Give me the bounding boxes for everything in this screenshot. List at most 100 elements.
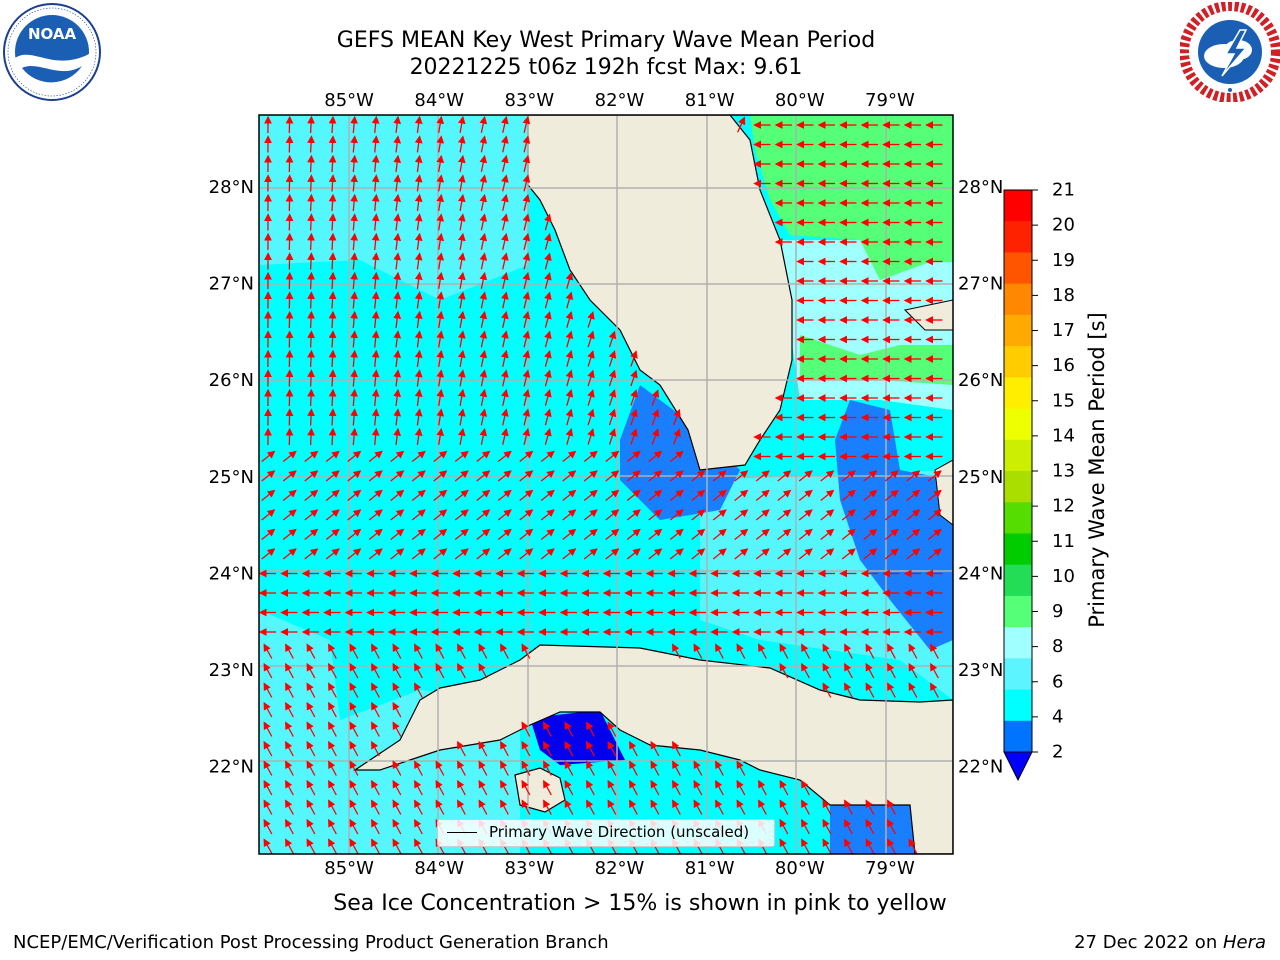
wave-direction-arrow	[371, 135, 380, 153]
wave-direction-arrow	[350, 154, 359, 173]
wave-direction-arrow	[565, 311, 574, 328]
wave-direction-arrow	[564, 740, 574, 757]
longitude-label-bottom: 83°W	[505, 858, 555, 879]
wave-direction-arrow	[392, 721, 402, 737]
wave-direction-arrow	[693, 779, 703, 796]
colorbar-swatch	[1004, 439, 1032, 472]
wave-direction-arrow	[479, 330, 488, 348]
wave-direction-arrow	[457, 662, 466, 679]
wave-direction-arrow	[497, 548, 512, 560]
wave-direction-arrow	[822, 799, 832, 815]
wave-direction-arrow	[798, 509, 813, 521]
wave-direction-arrow	[522, 252, 531, 270]
wave-direction-arrow	[435, 779, 445, 796]
longitude-label-top: 81°W	[685, 90, 735, 111]
wave-direction-arrow	[779, 662, 789, 679]
wave-direction-arrow	[479, 174, 488, 192]
wave-direction-arrow	[476, 450, 491, 463]
wave-direction-arrow	[328, 838, 337, 854]
wave-direction-arrow	[822, 682, 832, 698]
wave-direction-arrow	[927, 489, 942, 502]
colorbar-swatch	[1004, 283, 1032, 316]
wave-direction-arrow	[306, 643, 316, 659]
wave-direction-arrow	[282, 509, 297, 521]
wave-direction-arrow	[734, 470, 749, 482]
wave-direction-arrow	[822, 643, 832, 659]
wave-direction-arrow	[519, 470, 534, 482]
wave-direction-arrow	[282, 450, 297, 463]
wave-direction-arrow	[307, 193, 315, 212]
wave-direction-arrow	[755, 470, 770, 482]
wave-direction-arrow	[393, 369, 402, 387]
wave-direction-arrow	[371, 154, 380, 173]
wave-direction-arrow	[715, 779, 724, 796]
wave-direction-arrow	[906, 489, 921, 502]
wave-direction-arrow	[436, 310, 445, 329]
wave-direction-arrow	[411, 528, 426, 541]
colorbar-swatch	[1004, 221, 1032, 253]
wave-direction-arrow	[436, 271, 445, 290]
wave-direction-arrow	[414, 310, 423, 328]
wave-direction-arrow	[544, 272, 552, 289]
wave-direction-arrow	[393, 271, 402, 289]
wave-direction-arrow	[712, 548, 727, 560]
wave-direction-arrow	[411, 548, 426, 560]
wave-direction-arrow	[371, 838, 380, 854]
wave-direction-arrow	[392, 682, 402, 698]
wave-direction-arrow	[562, 509, 577, 521]
colorbar-tick-label: 11	[1052, 531, 1075, 552]
latitude-label-left: 24°N	[209, 563, 254, 584]
wave-direction-arrow	[583, 509, 598, 521]
wave-direction-arrow	[390, 548, 405, 560]
wave-direction-arrow	[519, 548, 534, 560]
wave-direction-arrow	[822, 818, 832, 835]
wave-direction-arrow	[371, 174, 380, 192]
wave-direction-arrow	[390, 489, 405, 502]
wave-direction-arrow	[691, 489, 706, 502]
wave-direction-arrow	[457, 135, 466, 153]
sea-ice-note: Sea Ice Concentration > 15% is shown in …	[333, 891, 947, 916]
wave-direction-arrow	[587, 330, 595, 348]
wave-direction-arrow	[863, 528, 878, 541]
wave-direction-arrow	[306, 721, 316, 737]
wave-direction-arrow	[371, 252, 380, 270]
wave-direction-arrow	[583, 489, 598, 502]
wave-direction-arrow	[562, 489, 577, 502]
wave-direction-arrow	[927, 470, 942, 482]
wave-direction-arrow	[328, 271, 337, 290]
longitude-label-bottom: 80°W	[775, 858, 825, 879]
sea-6-8s-region-sw	[259, 610, 520, 854]
wave-direction-arrow	[521, 799, 531, 815]
chart-subtitle: 20221225 t06z 192h fcst Max: 9.61	[409, 55, 803, 80]
wave-direction-arrow	[307, 115, 315, 134]
wave-direction-arrow	[433, 548, 448, 560]
wave-direction-arrow	[801, 779, 810, 796]
wave-direction-arrow	[522, 310, 531, 328]
wave-direction-arrow	[371, 291, 380, 309]
wave-direction-arrow	[544, 233, 552, 250]
wave-direction-arrow	[414, 154, 423, 172]
wave-direction-arrow	[672, 643, 681, 659]
wave-direction-arrow	[304, 528, 319, 541]
colorbar-tick-label: 13	[1052, 461, 1075, 482]
wave-direction-arrow	[328, 115, 337, 134]
wave-direction-arrow	[801, 799, 810, 815]
wave-direction-arrow	[285, 779, 294, 796]
wave-direction-arrow	[605, 470, 620, 482]
wave-direction-arrow	[522, 388, 531, 406]
wave-direction-arrow	[476, 548, 491, 560]
wave-direction-arrow	[371, 721, 380, 737]
wave-direction-arrow	[865, 682, 875, 698]
wave-direction-arrow	[414, 779, 423, 796]
wave-direction-arrow	[307, 349, 315, 368]
wave-direction-arrow	[605, 450, 620, 463]
wave-direction-arrow	[371, 330, 380, 348]
wave-direction-arrow	[350, 252, 359, 270]
wave-direction-arrow	[392, 818, 402, 835]
wave-direction-arrow	[306, 740, 316, 757]
wave-direction-arrow	[457, 193, 466, 212]
colorbar-swatch	[1004, 658, 1032, 691]
wave-direction-arrow	[648, 489, 663, 502]
wave-direction-arrow	[304, 509, 319, 521]
wave-direction-arrow	[306, 838, 316, 854]
